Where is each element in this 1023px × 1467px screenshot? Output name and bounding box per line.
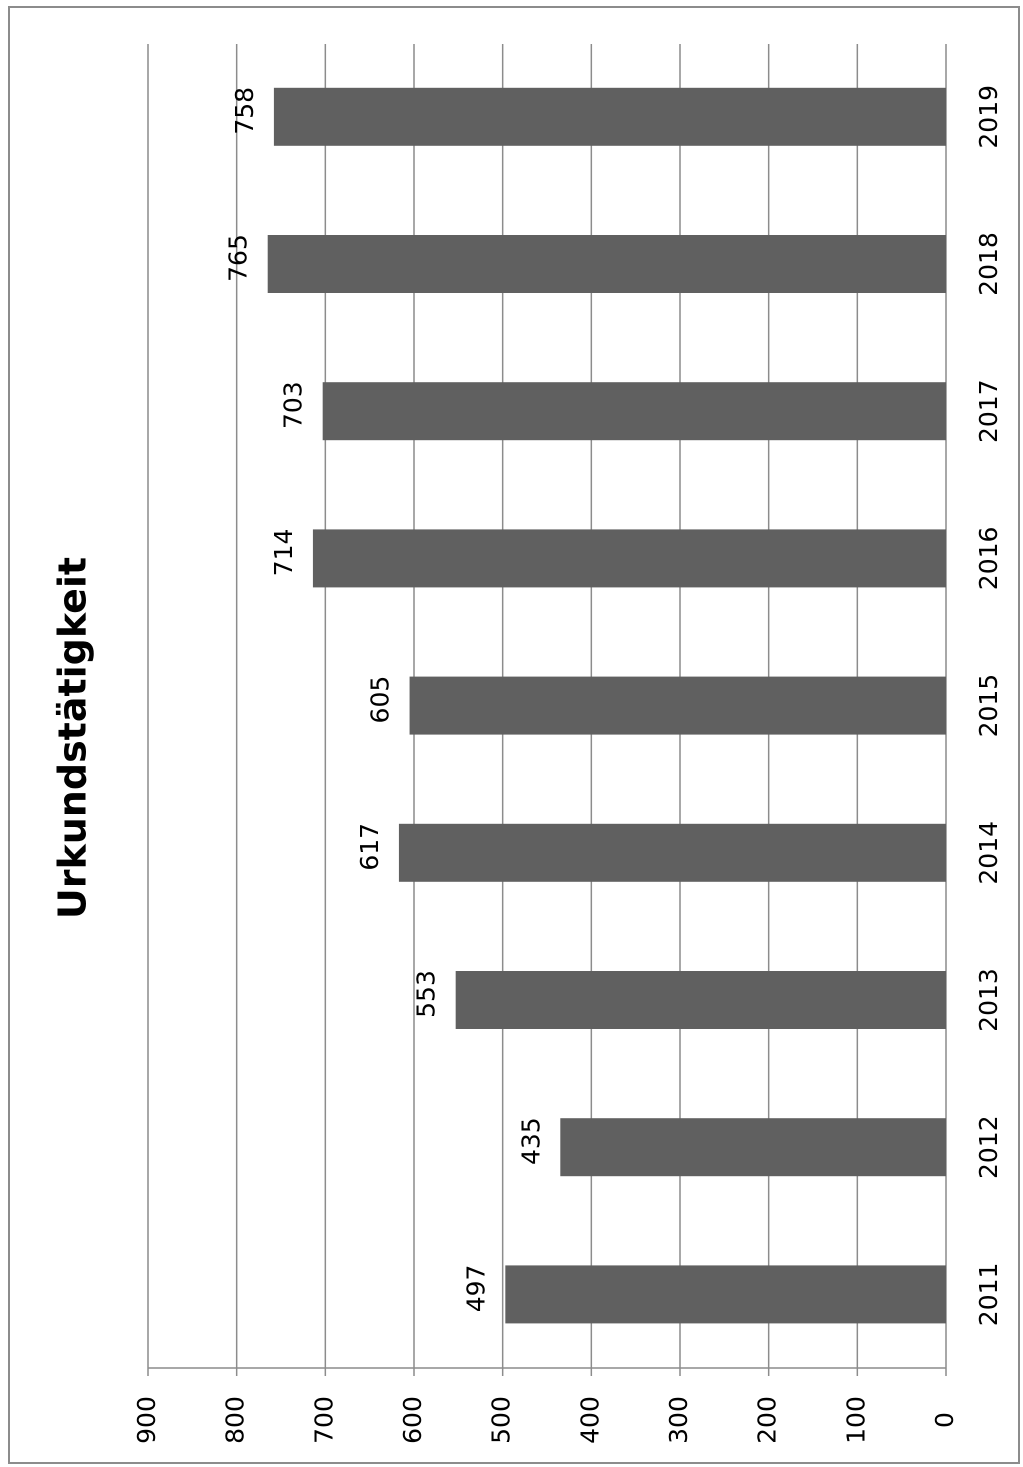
data-label: 758	[230, 87, 259, 135]
data-labels: 497 435 553 617 605 714 703 765 758	[224, 87, 546, 1312]
data-label: 703	[279, 381, 308, 429]
y-tick-label: 700	[309, 1396, 338, 1444]
bar	[312, 529, 946, 588]
y-tick-label: 200	[753, 1396, 782, 1444]
y-tick-label: 100	[841, 1396, 870, 1444]
y-tick-label: 900	[132, 1396, 161, 1444]
data-label: 497	[461, 1265, 490, 1313]
data-label: 765	[224, 234, 253, 282]
bar	[267, 235, 946, 293]
y-tick-label: 500	[487, 1396, 516, 1444]
data-label: 617	[355, 823, 384, 871]
data-label: 553	[412, 970, 441, 1018]
bar	[409, 676, 947, 735]
bars	[267, 87, 947, 1324]
category-label: 2015	[974, 674, 1003, 738]
category-label: 2011	[974, 1263, 1003, 1327]
bar	[505, 1265, 946, 1324]
y-tick-labels: 0 100 200 300 400 500 600 700 800 900	[132, 1396, 959, 1444]
category-label: 2014	[974, 821, 1003, 885]
y-tick-label: 600	[398, 1396, 427, 1444]
y-tick-label: 0	[930, 1412, 959, 1428]
category-label: 2019	[974, 85, 1003, 149]
bar	[398, 823, 947, 882]
y-tick-label: 800	[221, 1396, 250, 1444]
bar	[273, 87, 946, 146]
category-labels: 2011 2012 2013 2014 2015 2016 2017 2018 2019	[974, 85, 1003, 1326]
category-label: 2013	[974, 968, 1003, 1032]
y-tick-label: 300	[664, 1396, 693, 1444]
data-label: 605	[366, 676, 395, 724]
category-label: 2012	[974, 1115, 1003, 1179]
category-label: 2016	[974, 527, 1003, 591]
y-tick-label: 400	[575, 1396, 604, 1444]
data-label: 435	[516, 1117, 545, 1165]
bar	[322, 382, 946, 441]
chart-title: Urkundstätigkeit	[51, 557, 95, 919]
data-label: 714	[269, 529, 298, 577]
category-label: 2018	[974, 232, 1003, 296]
bar	[455, 971, 946, 1029]
bar	[560, 1118, 946, 1177]
category-label: 2017	[974, 379, 1003, 443]
